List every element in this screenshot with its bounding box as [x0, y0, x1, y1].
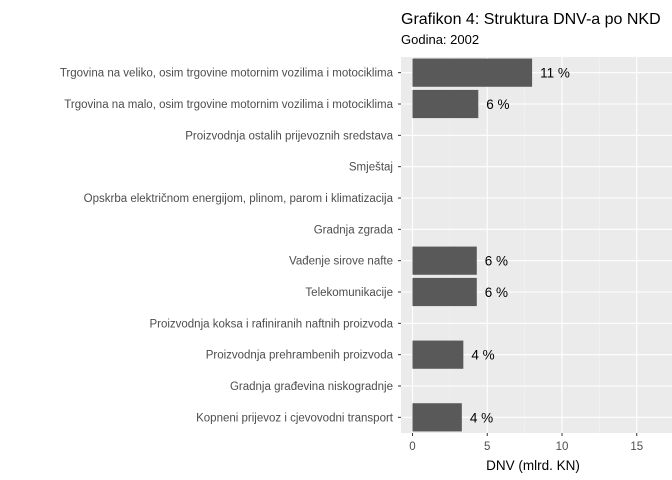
category-label: Proizvodnja koksa i rafiniranih naftnih … — [149, 318, 393, 330]
category-label: Gradnja zgrada — [314, 224, 394, 236]
chart-subtitle: Godina: 2002 — [401, 32, 479, 47]
data-label: 4 % — [470, 410, 493, 425]
bar — [412, 58, 533, 87]
plot-panel — [401, 57, 672, 433]
category-label: Opskrba električnom energijom, plinom, p… — [84, 193, 394, 205]
data-label: 6 % — [485, 285, 508, 300]
category-label: Telekomunikacije — [305, 287, 393, 299]
x-tick-label: 10 — [556, 441, 569, 453]
data-labels: 11 % 6 % 6 % 6 % 4 % 4 % — [470, 66, 570, 426]
category-label: Proizvodnja ostalih prijevoznih sredstav… — [185, 130, 393, 142]
category-label: Proizvodnja prehrambenih proizvoda — [206, 350, 394, 362]
category-label: Smještaj — [349, 162, 393, 174]
bar — [412, 277, 477, 307]
category-labels: Trgovina na veliko, osim trgovine motorn… — [60, 68, 401, 424]
category-label: Kopneni prijevoz i cjevovodni transport — [196, 412, 394, 424]
x-axis-ticks: 0 5 10 15 — [409, 433, 643, 453]
chart-title: Grafikon 4: Struktura DNV-a po NKD — [401, 11, 661, 28]
bar — [412, 89, 479, 119]
data-label: 11 % — [540, 66, 570, 81]
category-label: Vađenje sirove nafte — [289, 256, 393, 268]
bar — [412, 403, 462, 432]
category-label: Trgovina na malo, osim trgovine motornim… — [64, 99, 393, 111]
bar — [412, 340, 464, 369]
data-label: 6 % — [486, 97, 509, 112]
x-tick-label: 5 — [484, 441, 490, 453]
category-label: Trgovina na veliko, osim trgovine motorn… — [60, 68, 394, 80]
x-tick-label: 0 — [409, 441, 415, 453]
bars — [412, 58, 533, 432]
data-label: 4 % — [471, 348, 494, 363]
bar — [412, 246, 477, 275]
x-tick-label: 15 — [630, 441, 643, 453]
x-axis-title: DNV (mlrd. KN) — [486, 458, 580, 473]
category-label: Gradnja građevina niskogradnje — [230, 381, 393, 393]
data-label: 6 % — [485, 254, 508, 269]
